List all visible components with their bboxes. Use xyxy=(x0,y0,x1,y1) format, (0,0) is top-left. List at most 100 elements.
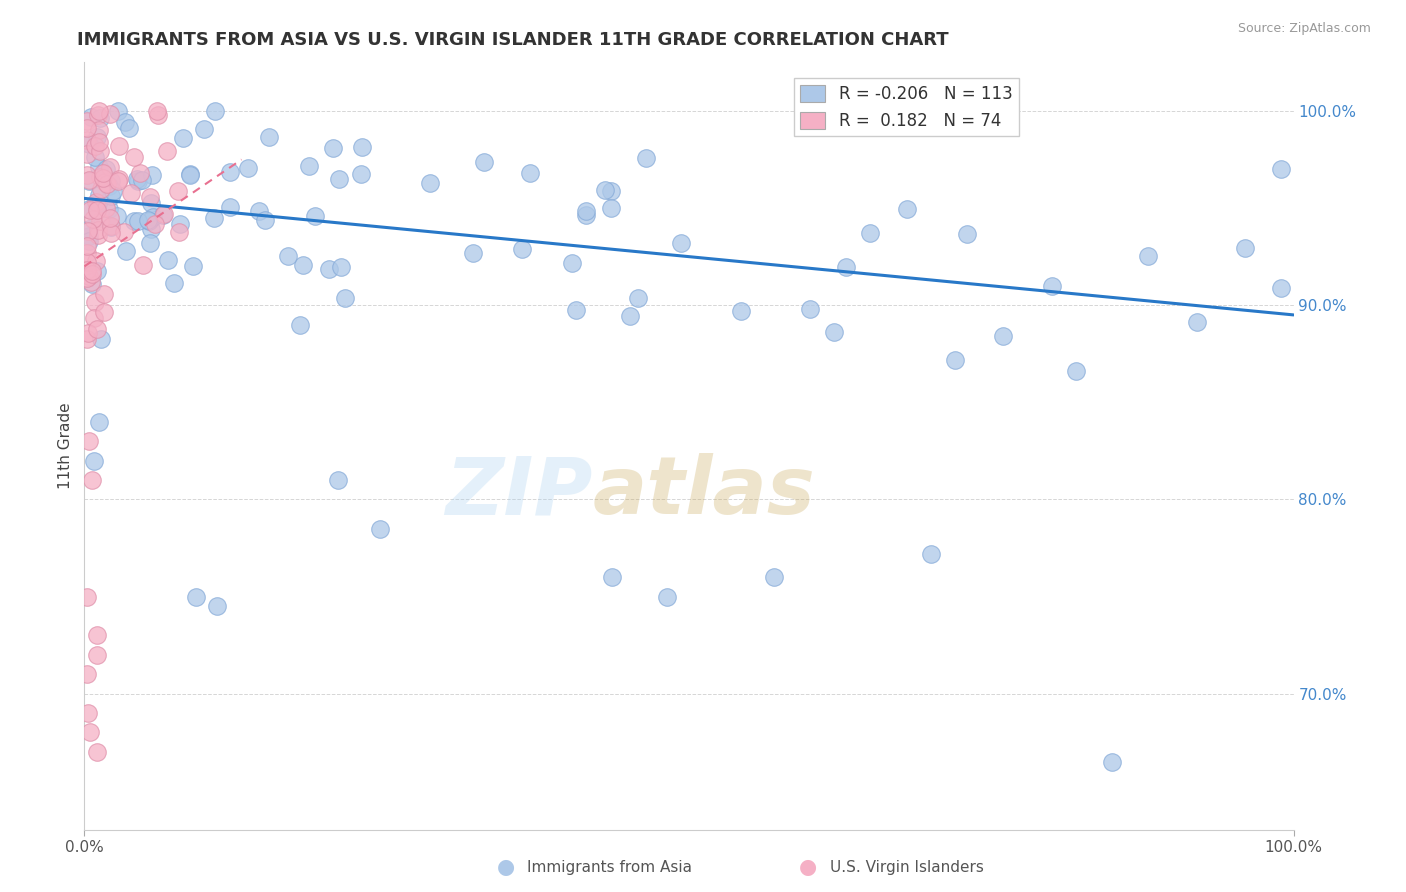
Point xyxy=(139,221,162,235)
Point xyxy=(89,170,111,185)
Point xyxy=(1270,161,1292,176)
Text: atlas: atlas xyxy=(592,453,815,531)
Point xyxy=(169,217,191,231)
Point xyxy=(77,172,100,186)
Point xyxy=(259,129,281,144)
Point xyxy=(202,211,225,225)
Point xyxy=(120,186,142,200)
Point xyxy=(600,184,623,198)
Point xyxy=(896,202,918,217)
Point xyxy=(139,235,162,250)
Point xyxy=(107,103,129,118)
Point xyxy=(1040,278,1063,293)
Point xyxy=(76,255,98,269)
Point xyxy=(349,167,371,181)
Point xyxy=(98,178,121,193)
Point xyxy=(575,204,598,219)
Y-axis label: 11th Grade: 11th Grade xyxy=(58,402,73,490)
Point xyxy=(84,254,107,268)
Point xyxy=(82,264,104,278)
Point xyxy=(76,326,98,340)
Point xyxy=(83,310,105,325)
Point xyxy=(91,170,114,185)
Point xyxy=(100,226,122,240)
Point xyxy=(1064,363,1087,377)
Point xyxy=(84,194,107,209)
Point xyxy=(86,648,108,662)
Point xyxy=(87,196,110,211)
Point xyxy=(419,176,441,190)
Point xyxy=(98,107,121,121)
Point xyxy=(1234,241,1257,255)
Point xyxy=(117,120,139,135)
Point xyxy=(77,229,100,244)
Point xyxy=(920,547,942,561)
Point xyxy=(94,201,117,215)
Point xyxy=(86,130,108,145)
Point xyxy=(304,209,326,223)
Point xyxy=(634,152,657,166)
Point xyxy=(132,258,155,272)
Point xyxy=(593,183,616,197)
Point xyxy=(86,322,108,336)
Point xyxy=(86,745,108,759)
Point xyxy=(108,138,131,153)
Point xyxy=(82,267,104,281)
Point xyxy=(76,239,98,253)
Point xyxy=(80,275,103,289)
Point xyxy=(84,150,107,164)
Point xyxy=(80,473,103,487)
Point xyxy=(87,135,110,149)
Point xyxy=(100,189,122,203)
Point xyxy=(87,123,110,137)
Point xyxy=(112,225,135,239)
Text: U.S. Virgin Islanders: U.S. Virgin Islanders xyxy=(830,860,983,874)
Point xyxy=(89,144,111,158)
Point xyxy=(114,115,136,129)
Point xyxy=(253,213,276,227)
Point xyxy=(94,161,117,176)
Text: ●: ● xyxy=(800,857,817,877)
Point xyxy=(79,725,101,739)
Point xyxy=(318,262,340,277)
Point xyxy=(131,173,153,187)
Point xyxy=(330,260,353,274)
Point xyxy=(76,271,98,285)
Point xyxy=(368,522,391,536)
Point xyxy=(94,175,117,189)
Point xyxy=(236,161,259,175)
Point xyxy=(82,212,104,227)
Point xyxy=(125,172,148,186)
Point xyxy=(89,332,111,346)
Point xyxy=(108,172,131,186)
Point xyxy=(87,223,110,237)
Point xyxy=(98,160,121,174)
Point xyxy=(107,209,129,223)
Point xyxy=(101,185,124,199)
Point xyxy=(138,214,160,228)
Point xyxy=(127,174,149,188)
Point xyxy=(152,207,174,221)
Text: IMMIGRANTS FROM ASIA VS U.S. VIRGIN ISLANDER 11TH GRADE CORRELATION CHART: IMMIGRANTS FROM ASIA VS U.S. VIRGIN ISLA… xyxy=(77,31,949,49)
Point xyxy=(146,103,169,118)
Point xyxy=(86,203,108,218)
Point xyxy=(76,146,98,161)
Point xyxy=(76,590,98,604)
Point xyxy=(76,246,98,260)
Point xyxy=(93,287,115,301)
Point xyxy=(627,292,650,306)
Point xyxy=(1101,755,1123,769)
Point xyxy=(80,277,103,292)
Point xyxy=(146,108,169,122)
Point xyxy=(333,291,356,305)
Point xyxy=(80,110,103,124)
Point xyxy=(1270,281,1292,295)
Point xyxy=(671,235,693,250)
Point xyxy=(823,326,845,340)
Point xyxy=(86,628,108,642)
Point xyxy=(89,112,111,126)
Point xyxy=(328,171,350,186)
Point xyxy=(90,182,112,196)
Point xyxy=(167,184,190,198)
Text: ●: ● xyxy=(498,857,515,877)
